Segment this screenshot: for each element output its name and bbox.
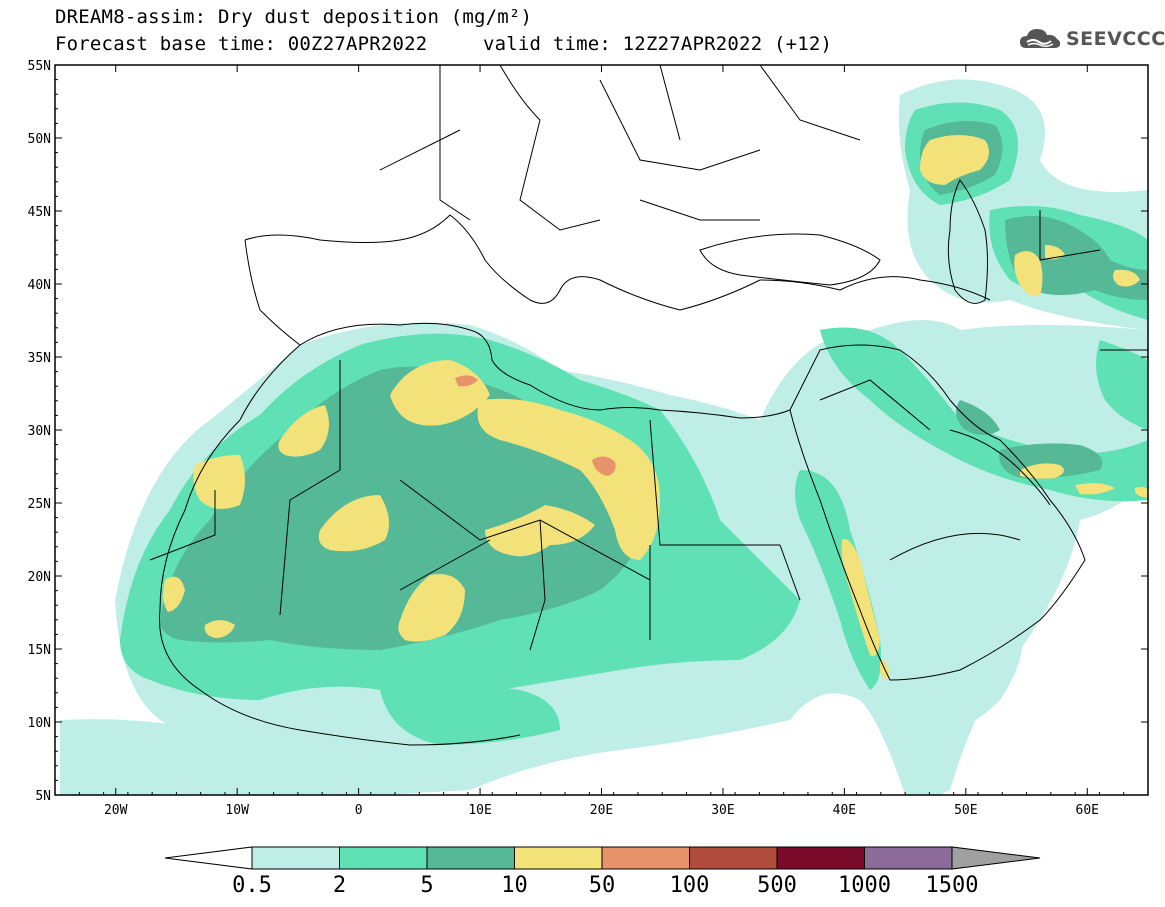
colorbar-label: 0.5 xyxy=(232,873,272,898)
colorbar-over-arrow xyxy=(951,846,1041,870)
lat-tick-label: 25N xyxy=(28,497,51,512)
lat-tick-label: 20N xyxy=(28,570,51,585)
colorbar-label: 10 xyxy=(501,873,528,898)
lat-tick-label: 35N xyxy=(28,351,51,366)
colorbar-segment xyxy=(251,846,340,870)
colorbar: 0.5 2 5 10 50 100 500 1000 1500 xyxy=(164,846,1041,898)
lon-tick-label: 30E xyxy=(711,803,734,818)
lon-axis: 20W 10W 0 10E 20E 30E 40E 50E 60E xyxy=(54,65,1149,818)
logo-text: SEEVCCC xyxy=(1066,28,1165,50)
title-valid-time: valid time: 12Z27APR2022 (+12) xyxy=(483,33,833,55)
lat-tick-label: 30N xyxy=(28,424,51,439)
lon-tick-label: 0 xyxy=(355,803,363,818)
colorbar-segment xyxy=(864,846,953,870)
colorbar-label: 100 xyxy=(670,873,710,898)
lon-tick-label: 40E xyxy=(833,803,856,818)
lat-tick-label: 50N xyxy=(28,132,51,147)
colorbar-segment xyxy=(339,846,428,870)
colorbar-segment xyxy=(689,846,778,870)
lon-tick-label: 60E xyxy=(1076,803,1099,818)
seevccc-logo: SEEVCCC xyxy=(1018,26,1165,52)
colorbar-segment xyxy=(426,846,515,870)
colorbar-label: 1000 xyxy=(838,873,891,898)
colorbar-segment xyxy=(514,846,603,870)
coastlines xyxy=(149,65,1148,746)
colorbar-under-arrow xyxy=(164,846,253,870)
lat-axis: 55N 50N 45N 40N 35N 30N 25N 20N 15N 10N 5N xyxy=(28,59,1148,804)
lat-tick-label: 15N xyxy=(28,643,51,658)
colorbar-label: 5 xyxy=(420,873,433,898)
colorbar-label: 2 xyxy=(333,873,346,898)
lat-tick-label: 5N xyxy=(35,789,51,804)
level-50 xyxy=(455,375,616,476)
colorbar-label: 50 xyxy=(589,873,616,898)
lat-tick-label: 45N xyxy=(28,205,51,220)
lon-tick-label: 20E xyxy=(590,803,613,818)
lat-tick-label: 40N xyxy=(28,278,51,293)
colorbar-segment xyxy=(776,846,865,870)
title-line-1: DREAM8-assim: Dry dust deposition (mg/m²… xyxy=(55,6,533,28)
lon-tick-label: 20W xyxy=(104,803,128,818)
colorbar-label: 1500 xyxy=(926,873,979,898)
dust-field xyxy=(60,65,1148,795)
lat-tick-label: 55N xyxy=(28,59,51,74)
title-forecast-base-time: Forecast base time: 00Z27APR2022 xyxy=(55,33,428,55)
cloud-icon xyxy=(1020,29,1061,48)
colorbar-segment xyxy=(601,846,690,870)
lon-tick-label: 10W xyxy=(225,803,249,818)
lat-tick-label: 10N xyxy=(28,716,51,731)
lon-tick-label: 50E xyxy=(954,803,977,818)
lon-tick-label: 10E xyxy=(468,803,491,818)
colorbar-label: 500 xyxy=(757,873,797,898)
